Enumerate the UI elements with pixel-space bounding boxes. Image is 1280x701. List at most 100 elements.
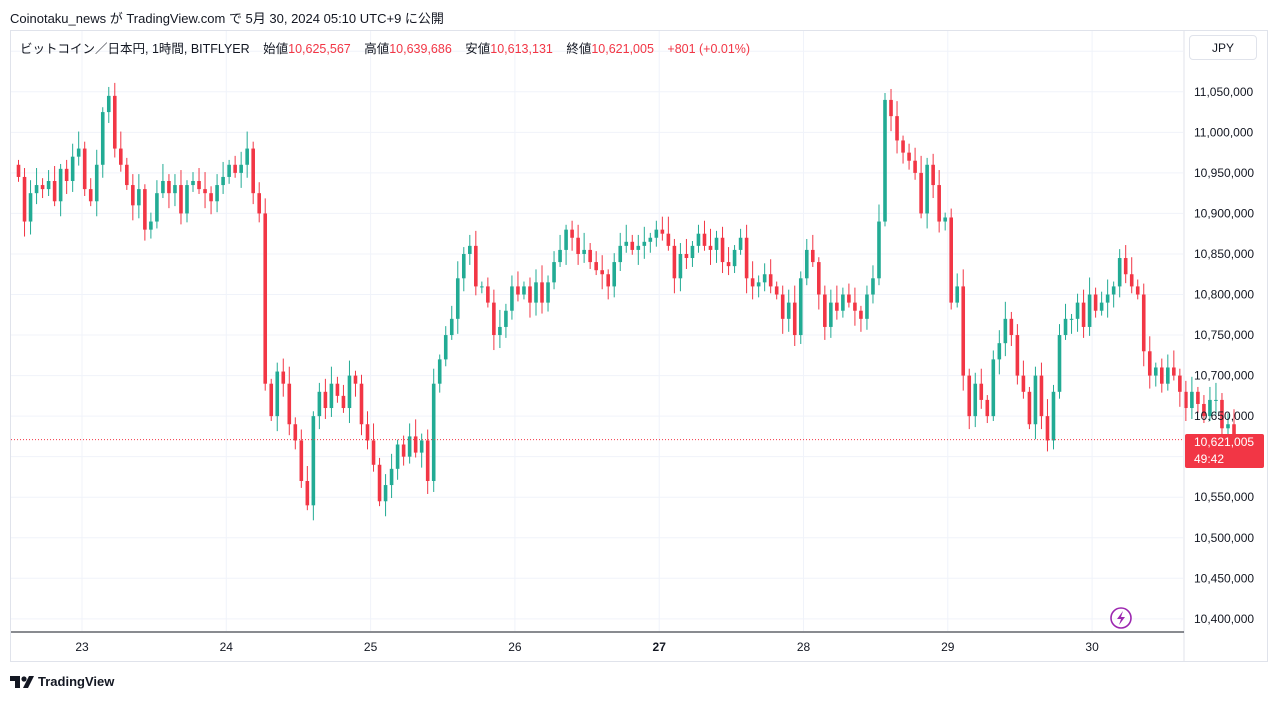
candle-body xyxy=(161,181,165,194)
candle-body xyxy=(540,282,544,303)
candle-body xyxy=(1105,294,1110,303)
candle-body xyxy=(564,229,568,250)
candle-body xyxy=(1003,318,1008,344)
candle-body xyxy=(1015,335,1020,376)
candle-body xyxy=(1184,391,1188,409)
low-label: 安値 xyxy=(465,42,491,56)
candle-body xyxy=(1135,286,1140,295)
candle-body xyxy=(726,262,731,267)
candle-body xyxy=(431,383,436,481)
price-tick-label: 10,850,000 xyxy=(1194,247,1254,261)
time-axis: 23 24 25 26 27 28 29 30 xyxy=(75,640,1099,654)
candle-body xyxy=(1202,403,1206,417)
high-value: 10,639,686 xyxy=(389,42,452,56)
candle-body xyxy=(76,148,81,157)
candle-body xyxy=(486,286,490,303)
candle-body xyxy=(871,278,875,295)
candle-body xyxy=(702,233,707,246)
candle-body xyxy=(335,383,340,396)
change-value: +801 (+0.01%) xyxy=(667,42,751,56)
candle-body xyxy=(305,481,310,506)
candle-body xyxy=(197,181,201,190)
candle-body xyxy=(119,148,123,165)
price-tick-label: 10,500,000 xyxy=(1194,531,1254,545)
candle-body xyxy=(600,270,604,275)
candle-body xyxy=(835,302,839,311)
candle-body xyxy=(143,189,147,230)
candle-body xyxy=(841,294,845,311)
close-label: 終値 xyxy=(566,42,592,56)
candle-body xyxy=(744,237,749,279)
candle-body xyxy=(576,237,580,254)
price-tick-label: 10,750,000 xyxy=(1194,328,1254,342)
candle-body xyxy=(636,245,641,250)
candle-body xyxy=(317,391,322,417)
candle-body xyxy=(245,148,249,165)
candle-body xyxy=(847,294,851,303)
candle-body xyxy=(582,249,586,254)
candle-body xyxy=(1075,302,1080,319)
candle-body xyxy=(1093,294,1098,311)
candle-body xyxy=(678,253,683,279)
candle-body xyxy=(1009,318,1014,336)
candle-body xyxy=(979,383,984,400)
footer-brand[interactable]: TradingView xyxy=(10,674,114,689)
open-label: 始値 xyxy=(263,42,289,56)
candle-body xyxy=(925,164,929,214)
candle-body xyxy=(877,221,881,279)
candle-body xyxy=(52,181,57,202)
candle-body xyxy=(1051,391,1056,441)
candle-body xyxy=(401,444,406,457)
candle-body xyxy=(720,237,725,263)
lightning-icon[interactable] xyxy=(1110,607,1132,629)
publish-info: Coinotaku_news が TradingView.com で 5月 30… xyxy=(10,11,444,26)
candles xyxy=(16,82,1236,521)
candle-body xyxy=(1232,424,1236,440)
candle-body xyxy=(528,286,532,303)
candle-body xyxy=(955,286,960,303)
candle-body xyxy=(967,375,972,417)
currency-button[interactable]: JPY xyxy=(1189,35,1257,60)
candle-body xyxy=(323,391,328,409)
candle-body xyxy=(750,278,755,287)
candle-body xyxy=(666,233,671,246)
candle-body xyxy=(829,302,833,327)
candle-body xyxy=(40,185,45,190)
candle-body xyxy=(449,318,454,336)
candle-body xyxy=(221,176,225,186)
candle-body xyxy=(1190,391,1194,409)
candle-body xyxy=(395,444,400,469)
candle-body xyxy=(756,282,761,287)
candle-body xyxy=(684,253,689,259)
candle-body xyxy=(155,193,159,222)
price-tick-label: 11,050,000 xyxy=(1194,85,1253,99)
candle-body xyxy=(570,229,574,238)
candle-body xyxy=(281,371,286,384)
candle-body xyxy=(1208,399,1212,417)
candle-body xyxy=(1147,351,1152,376)
price-tick-label: 10,700,000 xyxy=(1194,369,1254,383)
candle-body xyxy=(949,217,953,303)
candle-body xyxy=(353,375,358,384)
candle-body xyxy=(558,249,562,263)
price-tick-label: 10,550,000 xyxy=(1194,490,1254,504)
price-tick-label: 10,900,000 xyxy=(1194,206,1254,220)
candle-body xyxy=(708,245,713,250)
candle-body xyxy=(654,229,659,238)
candle-body xyxy=(642,241,647,246)
candle-body xyxy=(251,148,255,194)
candle-body xyxy=(1099,302,1104,311)
price-tick-label: 10,400,000 xyxy=(1194,612,1254,626)
candle-body xyxy=(383,485,388,502)
tradingview-logo-icon xyxy=(10,675,34,688)
candle-body xyxy=(299,440,304,481)
symbol-title: ビットコイン／日本円, 1時間, BITFLYER xyxy=(20,42,250,56)
price-axis: 11,100,00011,050,00011,000,00010,950,000… xyxy=(1194,44,1254,626)
candle-body xyxy=(269,383,274,417)
candle-body xyxy=(630,241,635,250)
candle-body xyxy=(937,185,941,222)
candle-body xyxy=(1220,399,1224,429)
candle-body xyxy=(239,164,243,173)
candle-body xyxy=(1039,375,1044,417)
